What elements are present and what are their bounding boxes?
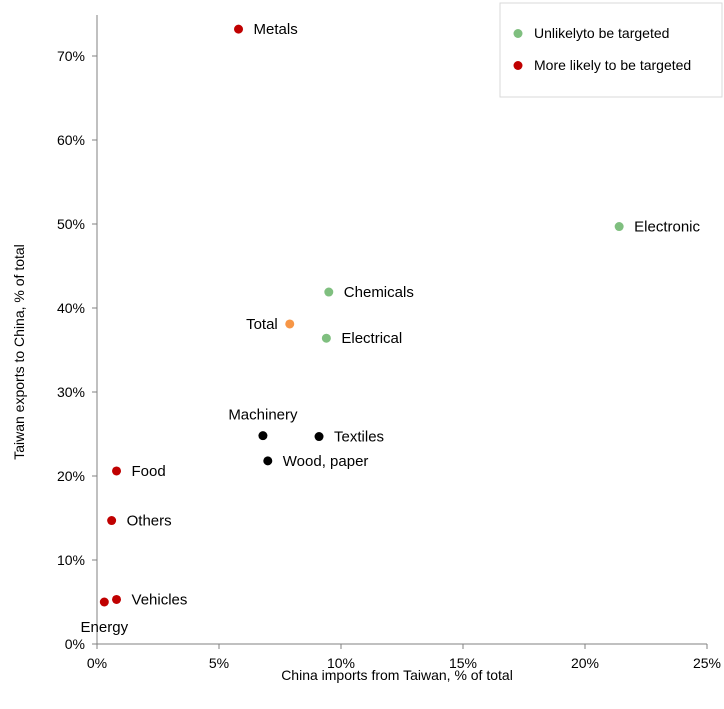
y-tick-label: 40%: [57, 300, 85, 316]
x-axis-title: China imports from Taiwan, % of total: [281, 667, 513, 683]
point-label: Metals: [254, 21, 298, 38]
x-axis-ticks: 0% 5% 10% 15% 20% 25%: [87, 644, 721, 671]
data-point-energy: Energy: [81, 597, 129, 636]
data-point-textiles: Textiles: [314, 429, 384, 446]
data-point-machinery: Machinery: [228, 407, 298, 441]
data-point-chemicals: Chemicals: [324, 284, 414, 301]
y-axis-ticks: 0% 10% 20% 30% 40% 50% 60% 70%: [57, 48, 97, 652]
x-tick-label: 0%: [87, 655, 107, 671]
point-marker: [285, 319, 295, 329]
y-axis-title: Taiwan exports to China, % of total: [11, 244, 27, 460]
point-label: Textiles: [334, 429, 384, 446]
y-tick-label: 10%: [57, 552, 85, 568]
point-label: Chemicals: [344, 284, 414, 301]
y-tick-label: 60%: [57, 132, 85, 148]
point-label: Wood, paper: [283, 453, 369, 470]
point-marker: [258, 431, 268, 441]
y-tick-label: 50%: [57, 216, 85, 232]
data-point-vehicles: Vehicles: [112, 591, 187, 608]
point-label: Machinery: [228, 407, 298, 424]
point-label: Total: [246, 316, 278, 333]
y-tick-label: 0%: [65, 636, 85, 652]
x-tick-label: 20%: [571, 655, 599, 671]
legend: Unlikelyto be targeted More likely to be…: [499, 2, 723, 98]
point-marker: [107, 516, 117, 526]
point-marker: [263, 456, 273, 466]
y-tick-label: 70%: [57, 48, 85, 64]
point-label: Electrical: [341, 330, 402, 347]
point-marker: [234, 24, 244, 34]
point-label: Vehicles: [132, 591, 188, 608]
point-marker: [324, 287, 334, 297]
point-marker: [99, 597, 109, 607]
data-point-electrical: Electrical: [321, 330, 402, 347]
point-marker: [112, 594, 122, 604]
data-point-electronic: Electronic: [614, 219, 701, 236]
data-points: Metals Electronic Chemicals Total Electrical…: [81, 21, 701, 636]
point-marker: [314, 432, 324, 442]
legend-marker-more-likely: [513, 61, 523, 70]
point-label: Electronic: [634, 219, 700, 236]
data-point-metals: Metals: [234, 21, 298, 38]
legend-label-more-likely: More likely to be targeted: [534, 57, 691, 73]
data-point-wood-paper: Wood, paper: [263, 453, 368, 470]
x-tick-label: 5%: [209, 655, 229, 671]
x-tick-label: 10%: [327, 655, 355, 671]
point-label: Food: [132, 463, 166, 480]
x-tick-label: 15%: [449, 655, 477, 671]
data-point-total: Total: [246, 316, 295, 333]
x-tick-label: 25%: [693, 655, 721, 671]
legend-marker-unlikely: [513, 29, 523, 38]
data-point-others: Others: [107, 513, 172, 530]
data-point-food: Food: [112, 463, 166, 480]
point-label: Others: [127, 513, 172, 530]
y-tick-label: 20%: [57, 468, 85, 484]
point-label: Energy: [81, 619, 129, 636]
point-marker: [614, 222, 624, 232]
y-tick-label: 30%: [57, 384, 85, 400]
legend-label-unlikely: Unlikelyto be targeted: [534, 25, 669, 41]
point-marker: [321, 333, 331, 343]
point-marker: [112, 466, 122, 476]
legend-box: [499, 2, 723, 98]
